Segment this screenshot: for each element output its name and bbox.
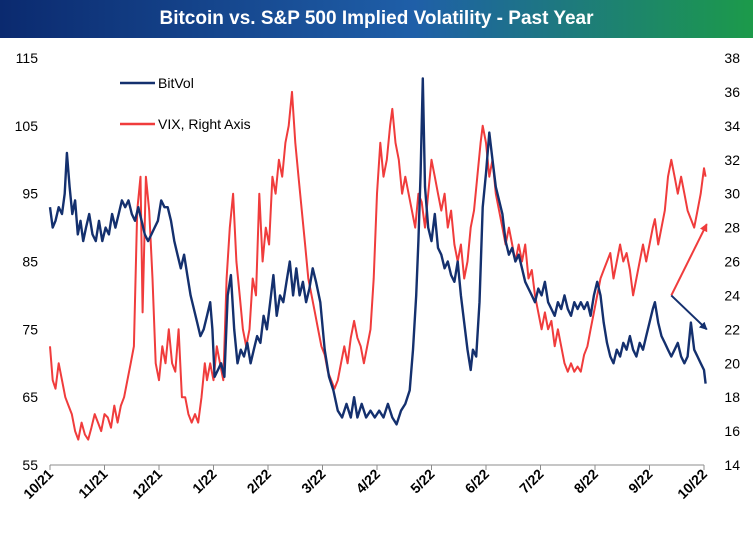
x-tick-label: 9/22 <box>625 466 656 497</box>
chart-series <box>48 77 707 441</box>
bitvol-down-arrow <box>670 294 708 331</box>
y-right-tick-label: 14 <box>724 457 740 473</box>
y-right-tick-label: 18 <box>724 389 740 405</box>
y-right-tick-label: 30 <box>724 186 740 202</box>
vix-series-line <box>49 90 707 441</box>
y-left-tick-label: 65 <box>22 389 38 405</box>
chart-annotations <box>670 223 708 331</box>
x-tick-label: 8/22 <box>571 466 602 497</box>
y-right-tick-label: 24 <box>724 287 740 303</box>
x-tick-label: 11/21 <box>75 466 111 502</box>
y-right-tick-label: 22 <box>724 321 740 337</box>
y-right-tick-label: 32 <box>724 152 740 168</box>
y-left-tick-label: 55 <box>22 457 38 473</box>
y-right-tick-label: 16 <box>724 423 740 439</box>
x-tick-label: 5/22 <box>407 466 438 497</box>
y-right-tick-label: 34 <box>724 118 740 134</box>
y-left-tick-label: 115 <box>16 50 39 66</box>
chart-title-bar: Bitcoin vs. S&P 500 Implied Volatility -… <box>0 0 753 38</box>
y-left-tick-label: 85 <box>22 254 38 270</box>
vix-up-arrow <box>670 223 708 296</box>
x-tick-label: 12/21 <box>129 466 165 502</box>
y-left-tick-label: 75 <box>22 321 38 337</box>
y-right-tick-label: 36 <box>724 84 740 100</box>
bitvol-series-line <box>48 77 707 426</box>
y-right-tick-label: 28 <box>724 220 740 236</box>
x-tick-label: 3/22 <box>298 466 329 497</box>
y-left-tick-label: 105 <box>15 118 39 134</box>
y-right-tick-label: 38 <box>724 50 740 66</box>
x-tick-label: 1/22 <box>189 466 220 497</box>
legend-label-vix: VIX, Right Axis <box>158 116 251 132</box>
x-tick-label: 10/22 <box>674 466 710 502</box>
x-tick-label: 6/22 <box>462 466 493 497</box>
volatility-chart: 55 65 75 85 95 105 115 14 16 18 20 22 24 26 28 30 32 34 36… <box>15 50 741 502</box>
chart-title: Bitcoin vs. S&P 500 Implied Volatility -… <box>159 8 594 29</box>
legend-label-bitvol: BitVol <box>158 75 194 91</box>
y-right-tick-label: 20 <box>724 355 740 371</box>
x-tick-label: 7/22 <box>516 466 547 497</box>
x-tick-label: 2/22 <box>244 466 275 497</box>
x-tick-label: 4/22 <box>353 466 384 497</box>
y-right-tick-label: 26 <box>724 254 740 270</box>
y-left-tick-label: 95 <box>22 186 38 202</box>
chart-legend: BitVol VIX, Right Axis <box>120 75 251 132</box>
